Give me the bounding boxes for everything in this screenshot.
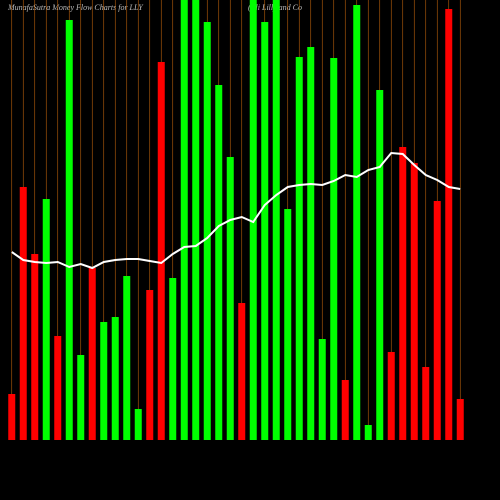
- bar: [77, 355, 85, 440]
- bar: [134, 409, 142, 440]
- bar: [157, 62, 165, 440]
- bar: [192, 0, 200, 440]
- bar: [261, 22, 269, 440]
- bar: [307, 47, 315, 440]
- bar: [19, 187, 27, 440]
- bar: [42, 199, 50, 440]
- bar: [54, 336, 62, 440]
- bar: [100, 322, 108, 440]
- bar: [249, 0, 257, 440]
- bar: [180, 0, 188, 440]
- bar: [399, 147, 407, 440]
- bar: [238, 303, 246, 440]
- bar: [433, 201, 441, 440]
- bar: [330, 58, 338, 440]
- bar: [272, 0, 280, 440]
- bar: [445, 9, 453, 440]
- bar: [295, 57, 303, 440]
- bar: [65, 20, 73, 440]
- bar: [318, 339, 326, 440]
- bar: [111, 317, 119, 440]
- bar: [284, 209, 292, 440]
- bar: [88, 268, 96, 440]
- chart-title: MunafaSutra Money Flow Charts for LLY: [7, 3, 144, 12]
- bar: [31, 254, 39, 440]
- bar: [410, 163, 418, 440]
- bar: [364, 425, 372, 440]
- bar: [456, 399, 464, 440]
- bar: [215, 85, 223, 440]
- bar: [422, 367, 430, 440]
- bar: [376, 90, 384, 440]
- price-line: [11, 151, 461, 270]
- bar: [387, 352, 395, 440]
- bar: [146, 290, 154, 440]
- bar: [203, 22, 211, 440]
- bar: [226, 157, 234, 440]
- bar: [169, 278, 177, 440]
- bar: [341, 380, 349, 440]
- bar: [8, 394, 16, 440]
- bar: [353, 5, 361, 440]
- bar: [123, 276, 131, 440]
